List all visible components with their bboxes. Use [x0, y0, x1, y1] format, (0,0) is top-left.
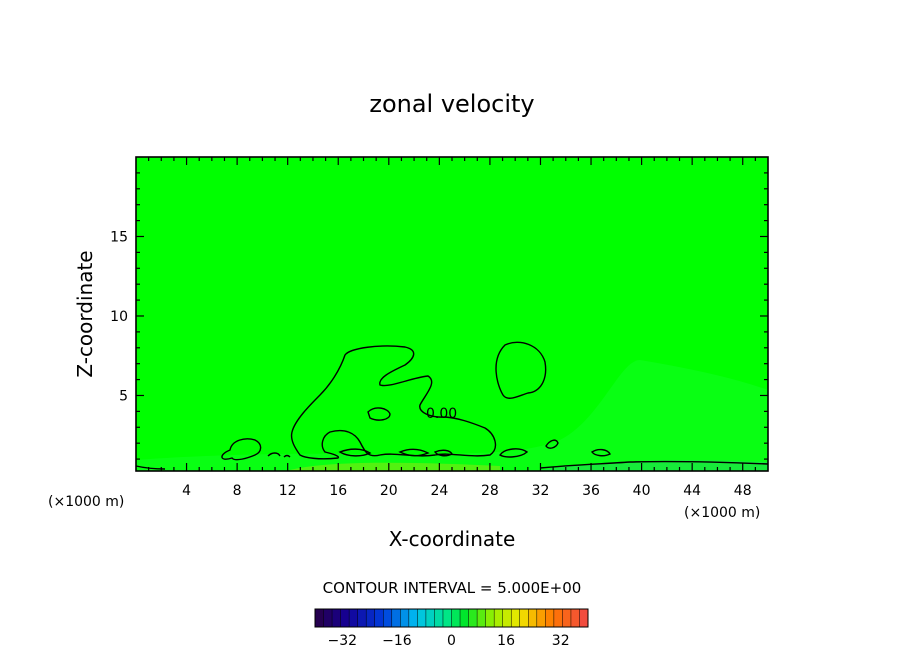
colorbar-segment	[315, 609, 324, 627]
colorbar-tick-label: −32	[328, 633, 358, 649]
y-axis-ticks: 5 10 15	[110, 172, 768, 460]
colorbar-segment	[340, 609, 350, 627]
colorbar-segment	[477, 609, 486, 627]
shaded-region-low	[136, 360, 768, 471]
x-tick-label: 4	[182, 483, 191, 499]
colorbar-segment	[408, 609, 418, 627]
contour-line-lower-c	[433, 449, 453, 457]
colorbar-segment	[349, 609, 358, 627]
contour-line-lower-f	[590, 448, 611, 457]
colorbar-segment	[485, 609, 495, 627]
z-axis-units-label: (×1000 m)	[48, 494, 124, 510]
contour-line-upper-right	[495, 341, 547, 399]
y-tick-label: 15	[110, 229, 128, 245]
contour-line-lower-a	[338, 448, 372, 457]
colorbar-segment	[425, 609, 435, 627]
colorbar-segment	[545, 609, 555, 627]
colorbar-ticks: −32 −16 0 16 32	[328, 633, 570, 649]
x-tick-label: 8	[233, 483, 242, 499]
x-tick-label: 40	[633, 483, 651, 499]
contour-line-bottom-right	[539, 460, 769, 469]
shaded-region-surface	[290, 462, 500, 471]
colorbar-segment	[502, 609, 512, 627]
chart-title: zonal velocity	[369, 90, 534, 118]
contour-line-lower-d	[498, 448, 529, 458]
contour-line-main	[290, 345, 497, 460]
colorbar-segment	[417, 609, 427, 627]
colorbar-tick-label: 32	[552, 633, 570, 649]
colorbar-segment	[511, 609, 521, 627]
contour-label: 0.00	[426, 406, 457, 422]
x-axis-units-label: (×1000 m)	[684, 505, 760, 521]
colorbar-segment	[519, 609, 529, 627]
colorbar-tick-label: −16	[382, 633, 412, 649]
colorbar-segment	[391, 609, 401, 627]
contour-line-left-mark-b	[283, 454, 291, 458]
contour-line-left-mark-a	[267, 452, 281, 457]
contour-line-bottom-left	[135, 465, 166, 470]
colorbar-segment	[579, 609, 589, 627]
colorbar-segment	[374, 609, 384, 627]
colorbar-segment	[366, 609, 376, 627]
contour-line-small-loop	[367, 407, 391, 421]
y-tick-label: 10	[110, 309, 128, 325]
x-tick-label: 48	[734, 483, 752, 499]
colorbar-segment	[323, 609, 333, 627]
contour-line-lower-b	[398, 448, 430, 457]
colorbar-segment	[451, 609, 461, 627]
y-tick-label: 5	[119, 388, 128, 404]
x-tick-label: 16	[329, 483, 347, 499]
colorbar-segment	[562, 609, 572, 627]
colorbar-segment	[357, 609, 367, 627]
colorbar	[314, 608, 589, 628]
colorbar-segment	[460, 609, 469, 627]
colorbar-tick-label: 16	[497, 633, 515, 649]
colorbar-frame	[314, 608, 589, 628]
contour-interval-label: CONTOUR INTERVAL = 5.000E+00	[323, 579, 582, 597]
colorbar-segment	[553, 609, 563, 627]
colorbar-tick-label: 0	[447, 633, 456, 649]
colorbar-segment	[468, 609, 478, 627]
colorbar-segment	[434, 609, 444, 627]
x-tick-label: 28	[481, 483, 499, 499]
colorbar-segment	[383, 609, 393, 627]
y-axis-title: Z-coordinate	[73, 250, 97, 377]
contour-line-left-blob	[221, 438, 262, 461]
x-tick-label: 12	[279, 483, 297, 499]
x-tick-label: 36	[582, 483, 600, 499]
colorbar-segment	[570, 609, 580, 627]
contour-line-lower-e	[545, 439, 559, 449]
x-tick-label: 20	[380, 483, 398, 499]
x-axis-title: X-coordinate	[389, 527, 516, 551]
colorbar-segment	[528, 609, 538, 627]
colorbar-segment	[332, 609, 341, 627]
colorbar-segment	[536, 609, 546, 627]
x-axis-ticks: 4 8 12 16 20 24 28 32 36 40 44 48	[148, 157, 756, 499]
contour-lines	[135, 341, 769, 470]
x-tick-label: 32	[532, 483, 550, 499]
x-tick-label: 44	[683, 483, 701, 499]
colorbar-segment	[442, 609, 452, 627]
x-tick-label: 24	[430, 483, 448, 499]
colorbar-segment	[494, 609, 503, 627]
colorbar-segment	[400, 609, 410, 627]
